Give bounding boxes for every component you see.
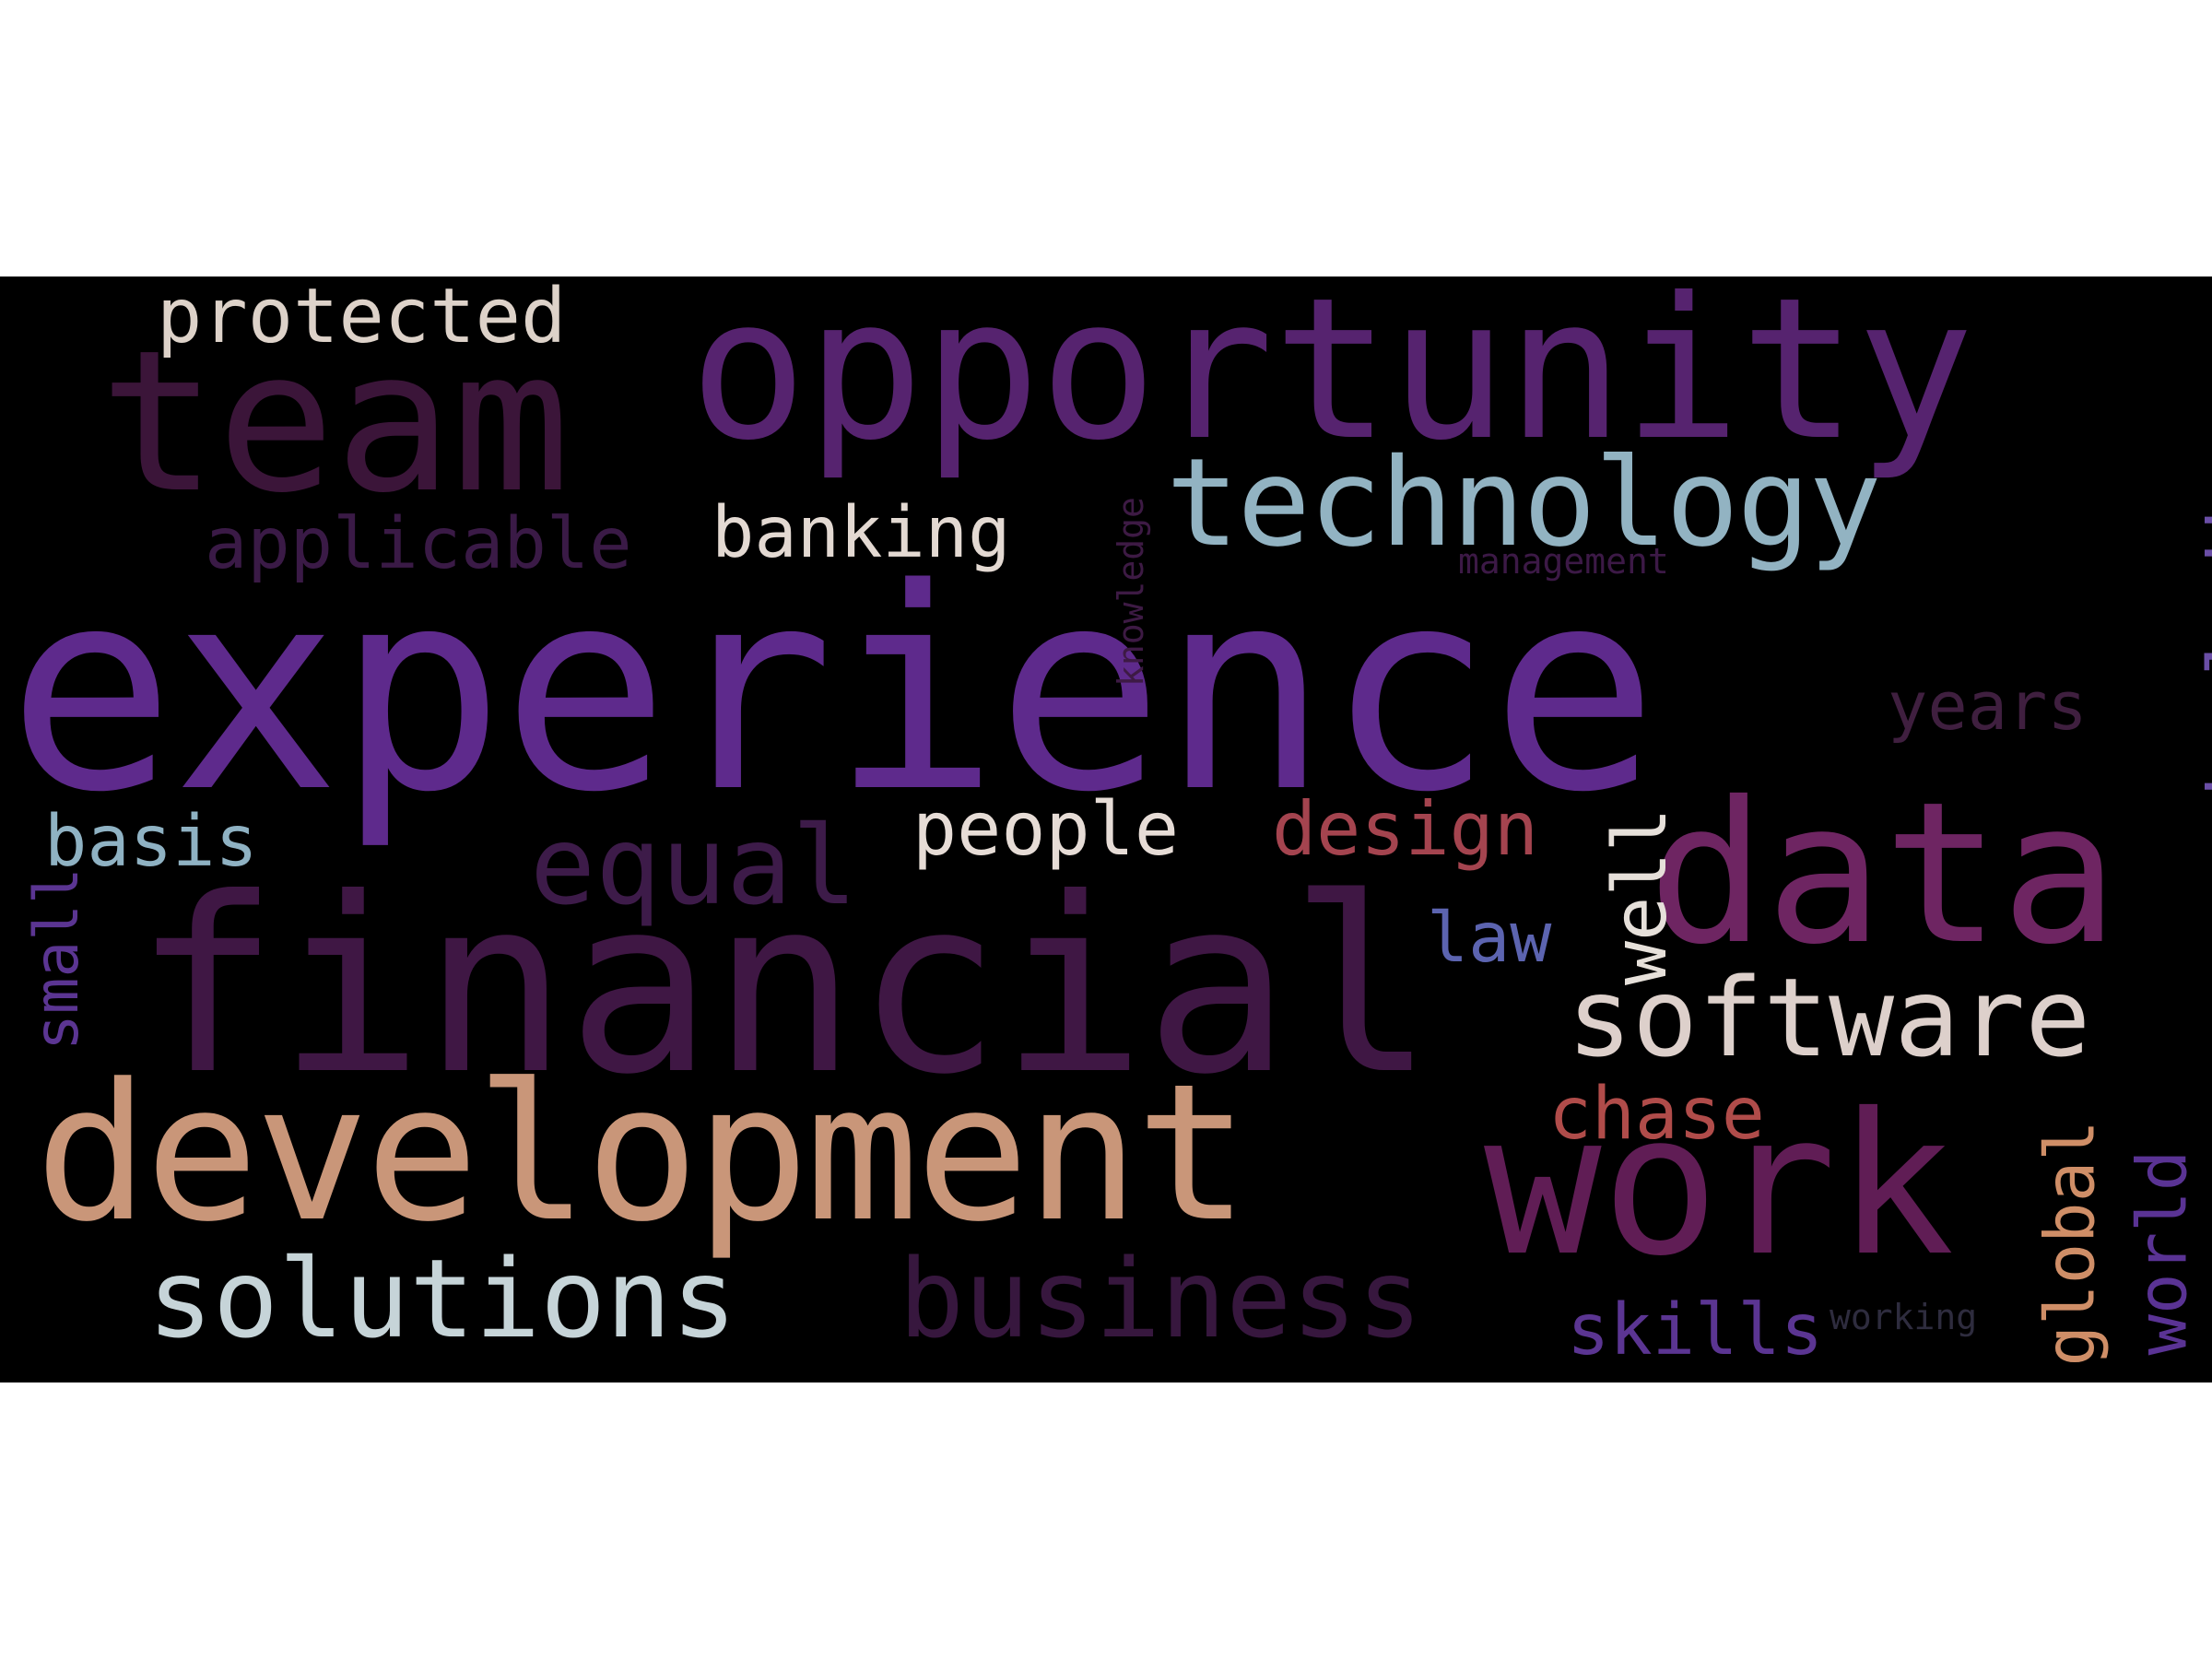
word-knowledge: knowledge <box>1111 497 1151 687</box>
word-development: development <box>35 1044 1250 1264</box>
word-law: law <box>1427 897 1552 978</box>
word-years: years <box>1888 667 2088 745</box>
word-chase: chase <box>1548 1073 1765 1156</box>
word-work: work <box>1484 1071 1955 1299</box>
word-software: software <box>1567 954 2091 1081</box>
word-small: small <box>21 867 92 1051</box>
word-people: people <box>912 786 1179 872</box>
word-well: well <box>1597 807 1683 985</box>
word-opportunity: opportunity <box>689 276 1974 483</box>
word-financial: financial <box>134 846 1435 1127</box>
word-management: management <box>1458 541 1669 582</box>
word-business: business <box>899 1235 1423 1362</box>
word-applicable: applicable <box>205 503 632 585</box>
word-data: data <box>1648 759 2119 987</box>
word-protected: protected <box>157 276 567 360</box>
word-global: global <box>2030 1120 2111 1367</box>
word-basis: basis <box>44 801 258 883</box>
word-cloud: experience financial development opportu… <box>0 276 2212 1382</box>
word-design: design <box>1272 786 1538 872</box>
word-world: world <box>2123 1149 2203 1356</box>
word-skills: skills <box>1567 1289 1824 1371</box>
word-experience: experience <box>7 530 1658 853</box>
word-banking: banking <box>712 492 1011 574</box>
word-solutions: solutions <box>147 1235 737 1362</box>
word-technology: technology <box>1166 432 1882 574</box>
word-team: team <box>100 308 571 535</box>
word-including: including <box>2193 409 2212 809</box>
word-equal: equal <box>530 802 858 929</box>
word-working: working <box>1830 1297 1978 1337</box>
